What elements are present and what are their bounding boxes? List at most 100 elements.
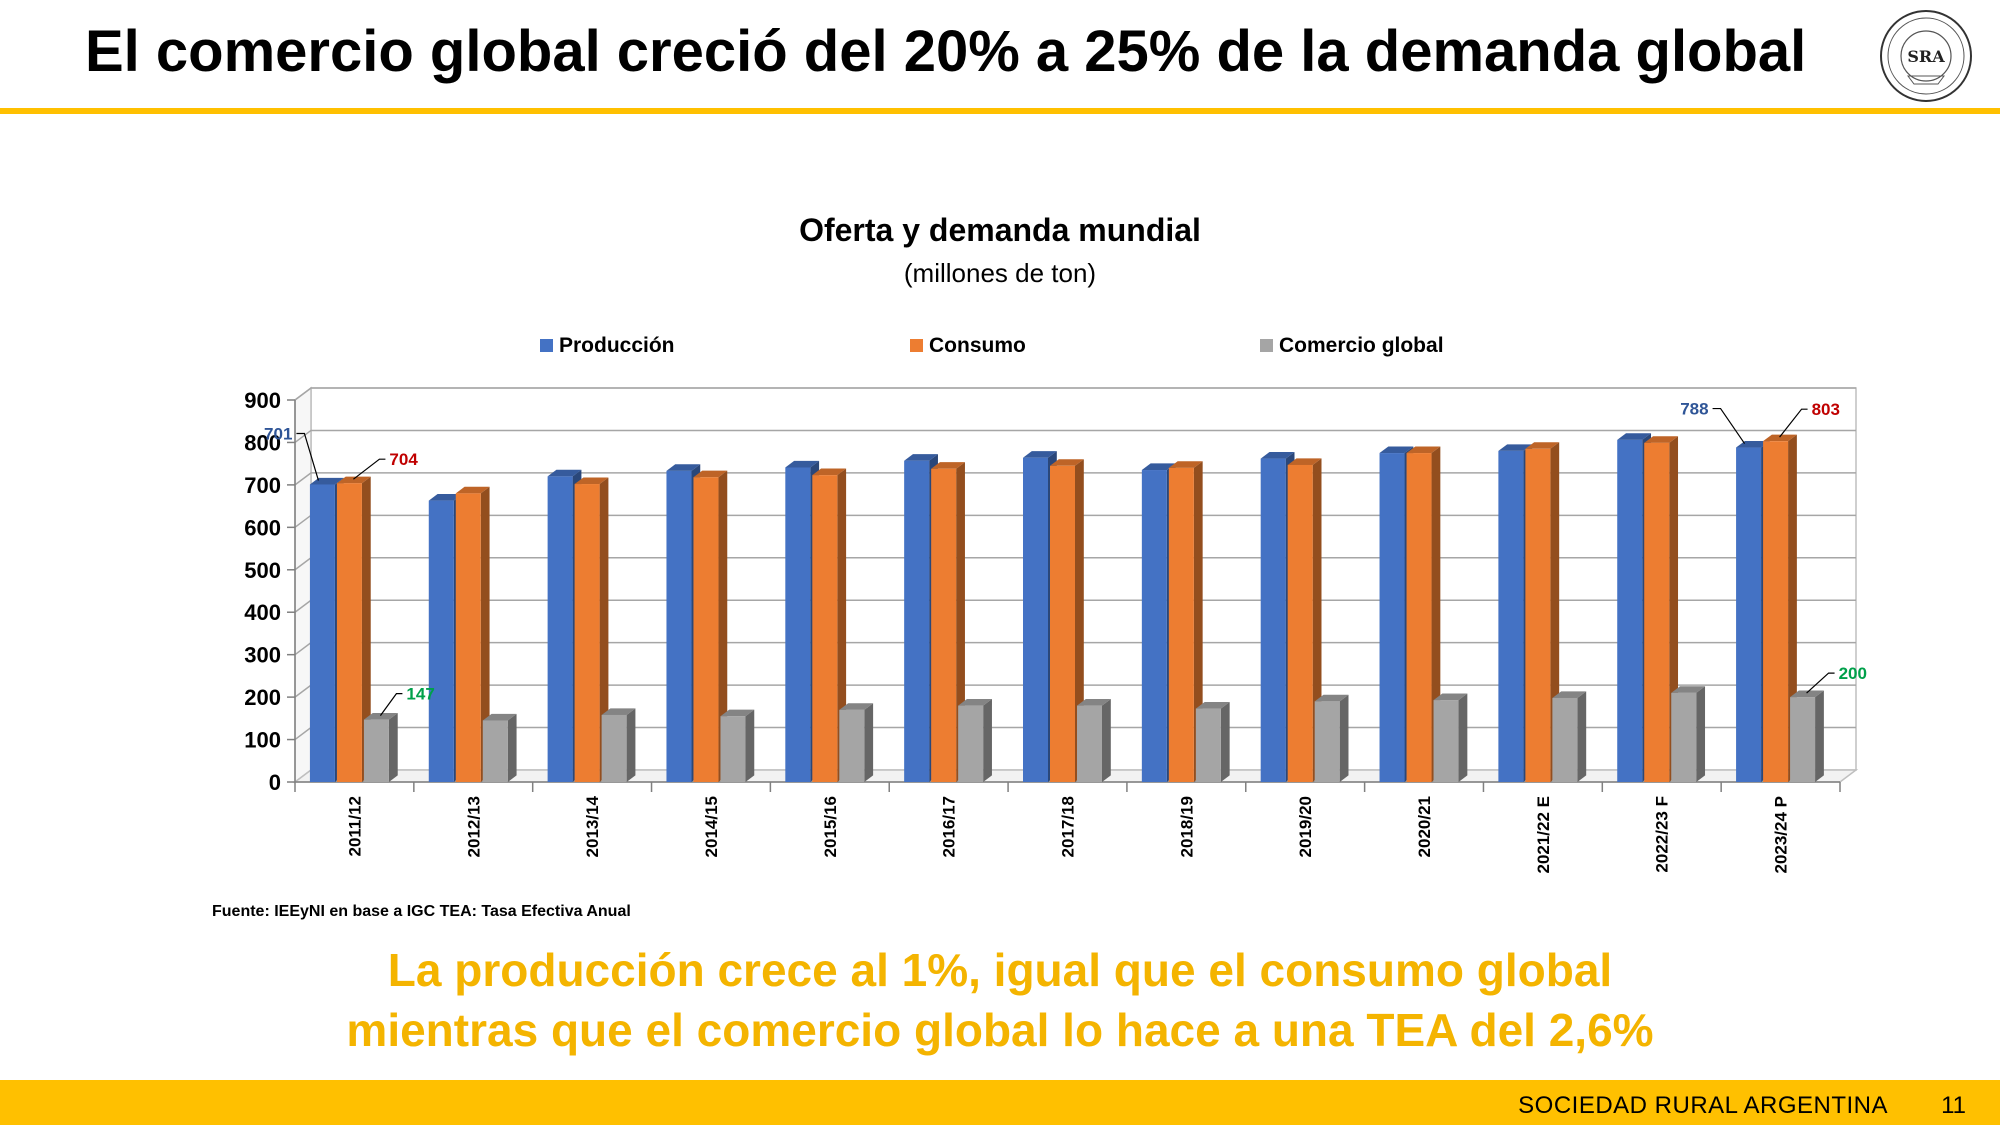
bar-top	[1433, 693, 1468, 701]
footer-bar: SOCIEDAD RURAL ARGENTINA 11	[0, 1080, 2000, 1125]
y-tick-label: 0	[269, 770, 281, 795]
bar-top	[1790, 690, 1824, 698]
bar-top	[1023, 451, 1057, 458]
bar-top	[1260, 451, 1295, 459]
bar-comercio-global	[720, 716, 746, 782]
bar-side	[626, 708, 636, 782]
gridline	[294, 472, 1856, 486]
bar-side	[599, 477, 609, 782]
bar-comercio-global	[1552, 697, 1578, 782]
bar-top	[455, 486, 490, 494]
leader-line	[379, 693, 403, 716]
x-tick-label: 2011/12	[345, 796, 364, 857]
bar-comercio-global	[839, 709, 865, 782]
x-tick-label: 2012/13	[464, 796, 483, 857]
legend-swatch	[540, 339, 553, 352]
bar-top	[1644, 436, 1679, 443]
bar-side	[956, 462, 965, 782]
y-tick-label: 700	[244, 473, 281, 498]
chart-title: Oferta y demanda mundial	[799, 212, 1201, 248]
leader-line	[1779, 408, 1808, 438]
bar-top	[1406, 446, 1441, 454]
bar-producción	[1023, 457, 1048, 782]
bar-top	[904, 454, 938, 461]
bar-comercio-global	[1314, 701, 1340, 782]
bar-top	[1617, 433, 1652, 440]
x-tick-label: 2014/15	[702, 796, 721, 857]
data-label: 701	[264, 424, 292, 443]
bar-side	[1102, 699, 1111, 782]
bar-top	[601, 708, 636, 715]
bar-top	[720, 709, 755, 717]
bar-consumo	[1050, 465, 1075, 782]
y-tick-label: 600	[244, 515, 281, 540]
bar-consumo	[574, 484, 600, 782]
conclusion-line-1: La producción crece al 1%, igual que el …	[387, 944, 1613, 996]
bar-top	[1141, 463, 1176, 471]
bar-producción	[1498, 450, 1524, 782]
bar-comercio-global	[1077, 705, 1102, 782]
bar-producción	[1379, 453, 1405, 782]
bar-side	[745, 709, 755, 782]
bar-consumo	[1287, 464, 1313, 782]
bar-producción	[666, 470, 692, 782]
slide-title: El comercio global creció del 20% a 25% …	[85, 19, 1807, 84]
legend-label: Producción	[559, 334, 675, 357]
y-tick-label: 300	[244, 643, 281, 668]
leader-line	[1712, 407, 1746, 444]
bar-top	[363, 713, 398, 720]
bar-side	[1075, 459, 1084, 782]
bar-side	[1577, 691, 1587, 782]
y-tick-label: 500	[244, 558, 281, 583]
bar-side	[1339, 694, 1349, 782]
bar-top	[1050, 459, 1084, 466]
bar-comercio-global	[1195, 708, 1221, 782]
bar-top	[785, 460, 820, 468]
bar-consumo	[336, 483, 362, 782]
gridline	[294, 387, 1856, 401]
y-tick-label: 100	[244, 728, 281, 753]
leader-line	[1806, 672, 1835, 694]
x-tick-label: 2018/19	[1177, 796, 1196, 857]
bar-side	[864, 703, 874, 782]
bar-comercio-global	[958, 705, 984, 782]
bar-top	[812, 468, 847, 476]
bar-top	[1498, 444, 1533, 451]
bar-side	[1696, 686, 1706, 782]
bar-side	[361, 476, 371, 782]
bar-producción	[309, 484, 335, 782]
x-tick-label: 2013/14	[583, 795, 602, 857]
bar-consumo	[1168, 467, 1194, 782]
bar-comercio-global	[1790, 697, 1816, 782]
bar-side	[480, 486, 490, 782]
bar-comercio-global	[1671, 692, 1697, 782]
bar-consumo	[1525, 448, 1551, 782]
source-note: Fuente: IEEyNI en base a IGC TEA: Tasa E…	[212, 903, 631, 920]
bar-side	[837, 468, 847, 782]
bar-top	[1763, 434, 1797, 442]
data-label: 147	[406, 685, 434, 704]
x-tick-label: 2019/20	[1296, 796, 1315, 857]
bar-top	[336, 476, 371, 484]
bar-top	[958, 699, 992, 706]
x-tick-label: 2020/21	[1415, 796, 1434, 857]
sra-logo: SRA	[1880, 10, 1972, 102]
bar-producción	[547, 476, 573, 782]
bar-comercio-global	[1433, 700, 1459, 782]
bar-side	[388, 713, 398, 782]
bar-side	[507, 713, 517, 782]
leader-line	[296, 432, 319, 481]
x-tick-label: 2021/22 E	[1534, 796, 1553, 874]
bar-top	[1287, 458, 1322, 465]
bar-top	[482, 713, 517, 721]
data-label: 200	[1839, 664, 1867, 683]
chart-subtitle: (millones de ton)	[903, 258, 1097, 288]
bar-top	[693, 470, 728, 478]
logo-text: SRA	[1907, 47, 1945, 66]
x-tick-label: 2022/23 F	[1653, 796, 1672, 873]
bar-side	[718, 470, 728, 782]
bar-top	[1077, 699, 1111, 706]
bar-top	[1552, 691, 1587, 698]
legend-swatch	[1260, 339, 1273, 352]
bar-comercio-global	[482, 720, 508, 782]
